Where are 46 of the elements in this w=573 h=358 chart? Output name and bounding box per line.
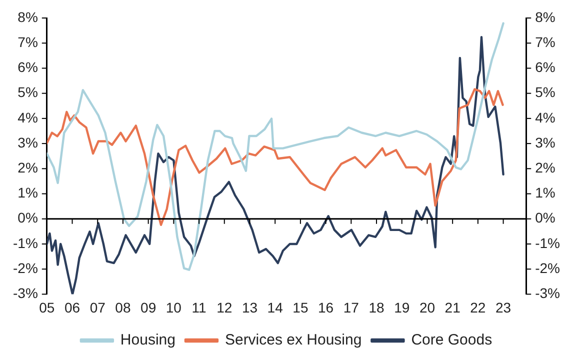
x-tick-label: 12: [216, 299, 232, 316]
x-tick-label: 17: [343, 299, 360, 316]
x-tick-label: 08: [115, 299, 131, 316]
y2-tick-label: 3%: [535, 134, 556, 150]
x-tick-label: 23: [495, 299, 512, 316]
y-tick-label: 6%: [18, 59, 38, 76]
legend-label: Services ex Housing: [224, 332, 362, 349]
y2-tick-label: 1%: [535, 184, 556, 201]
y-tick-label: 4%: [18, 109, 38, 126]
y-tick-label: 3%: [18, 134, 38, 150]
x-tick-label: 14: [267, 299, 284, 316]
x-tick-label: 16: [318, 299, 334, 316]
x-tick-label: 20: [419, 299, 436, 316]
y2-tick-label: 4%: [535, 109, 556, 126]
y2-tick-label: -2%: [535, 260, 560, 276]
x-tick-label: 07: [90, 299, 106, 316]
x-tick-label: 05: [39, 299, 55, 316]
x-tick-label: 13: [242, 299, 258, 316]
y-tick-label: 8%: [18, 8, 38, 25]
y2-tick-label: 0%: [535, 210, 556, 226]
legend-label: Core Goods: [411, 332, 492, 349]
x-tick-label: 11: [192, 299, 206, 316]
y2-tick-label: 8%: [535, 8, 556, 25]
x-tick-label: 22: [470, 299, 486, 316]
y2-tick-label: 7%: [535, 34, 556, 50]
y2-tick-label: 6%: [535, 59, 556, 76]
x-tick-label: 06: [64, 299, 80, 316]
legend-label: Housing: [120, 332, 176, 349]
y-tick-label: 2%: [18, 160, 38, 176]
x-tick-label: 10: [166, 299, 182, 316]
y-tick-label: -1%: [12, 234, 38, 251]
y-tick-label: -2%: [12, 260, 38, 276]
y2-tick-label: -1%: [535, 234, 560, 251]
y-tick-label: -3%: [12, 285, 38, 302]
y-tick-label: 0%: [18, 210, 38, 226]
y2-tick-label: 2%: [535, 160, 556, 176]
y2-tick-label: 5%: [535, 84, 556, 100]
x-tick-label: 19: [394, 299, 410, 316]
y-tick-label: 1%: [18, 184, 38, 201]
x-tick-label: 18: [368, 299, 385, 316]
x-tick-label: 09: [140, 299, 156, 316]
x-tick-label: 15: [292, 299, 308, 316]
y-tick-label: 7%: [18, 34, 38, 50]
y-tick-label: 5%: [18, 84, 38, 100]
y2-tick-label: -3%: [535, 285, 560, 302]
x-tick-label: 21: [444, 299, 461, 316]
